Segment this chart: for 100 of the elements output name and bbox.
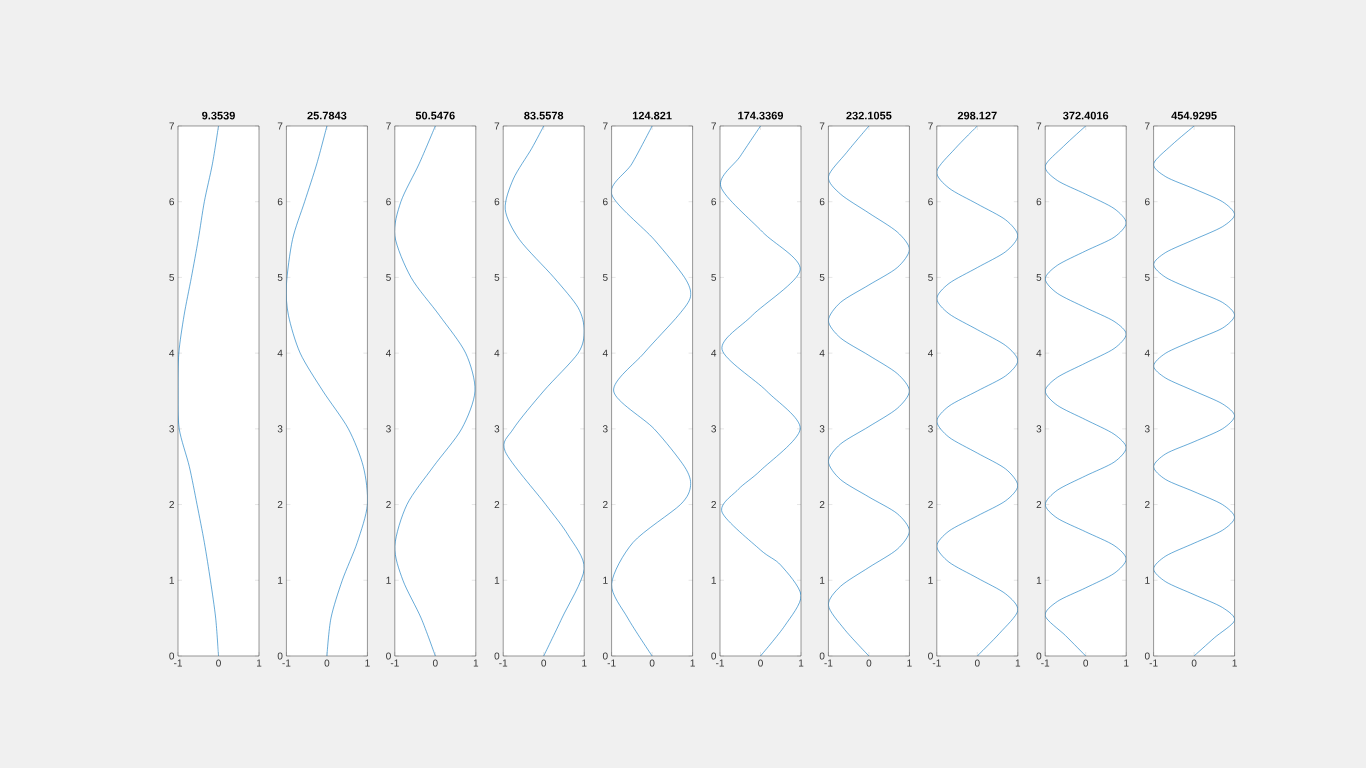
line-series: [394, 125, 476, 656]
y-tick-label: 1: [278, 576, 283, 584]
x-tick-label: 1: [690, 659, 695, 667]
line-series: [503, 125, 585, 656]
y-tick-label: 4: [711, 349, 717, 357]
y-tick-label: 7: [819, 122, 825, 130]
y-tick-label: 4: [277, 349, 283, 357]
chart-title: 50.5476: [415, 111, 455, 120]
y-tick-label: 0: [819, 652, 825, 660]
chart-title: 372.4016: [1063, 111, 1109, 120]
y-tick-label: 6: [1036, 198, 1042, 206]
y-tick-label: 3: [1144, 425, 1150, 433]
x-tick-label: 1: [907, 659, 912, 667]
y-tick-label: 3: [819, 425, 825, 433]
y-tick-label: 3: [928, 425, 933, 433]
y-tick-label: 2: [928, 501, 933, 509]
x-tick-label: -1: [174, 659, 182, 667]
line-series: [720, 125, 801, 656]
x-tick-label: 0: [866, 659, 872, 667]
y-tick-label: 7: [1036, 122, 1042, 130]
x-tick-label: 0: [1083, 659, 1089, 667]
y-tick-label: 3: [602, 425, 608, 433]
y-tick-label: 7: [169, 122, 174, 130]
line-series: [828, 125, 910, 656]
x-tick-label: 0: [974, 659, 980, 667]
y-tick-label: 0: [711, 652, 717, 660]
y-tick-label: 5: [928, 273, 933, 281]
x-tick-label: 1: [1124, 659, 1129, 667]
y-tick-label: 5: [819, 273, 825, 281]
y-tick-label: 4: [385, 349, 391, 357]
line-series: [611, 125, 691, 656]
y-tick-label: 0: [1036, 652, 1042, 660]
x-tick-label: -1: [499, 659, 508, 667]
y-tick-label: 1: [1036, 576, 1042, 584]
chart-title: 232.1055: [846, 111, 892, 120]
y-tick-label: 2: [819, 501, 825, 509]
y-tick-label: 7: [386, 122, 391, 130]
y-tick-label: 6: [603, 198, 608, 206]
chart-title: 83.5578: [524, 111, 564, 120]
y-tick-label: 5: [1036, 273, 1042, 281]
y-tick-label: 6: [819, 198, 825, 206]
x-tick-label: 1: [798, 659, 804, 667]
y-tick-label: 5: [386, 273, 391, 281]
y-tick-label: 1: [169, 576, 174, 584]
y-tick-label: 1: [494, 576, 500, 584]
x-tick-label: 1: [582, 659, 587, 667]
y-tick-label: 3: [494, 425, 500, 433]
chart-title: 454.9295: [1171, 111, 1217, 120]
chart-title: 25.7843: [307, 111, 347, 120]
x-tick-label: 0: [758, 659, 763, 667]
y-tick-label: 1: [711, 576, 716, 584]
y-tick-label: 5: [711, 273, 717, 281]
y-tick-label: 7: [277, 122, 283, 130]
y-tick-label: 0: [169, 652, 175, 660]
x-tick-label: 1: [1015, 659, 1021, 667]
y-tick-label: 2: [1036, 501, 1042, 509]
x-tick-label: -1: [1149, 659, 1158, 667]
line-series: [286, 125, 368, 656]
y-tick-label: 5: [277, 273, 283, 281]
x-tick-label: -1: [932, 659, 941, 667]
line-series: [1153, 125, 1235, 656]
y-tick-label: 2: [386, 501, 391, 509]
y-tick-label: 0: [277, 652, 283, 660]
y-tick-label: 5: [494, 273, 500, 281]
chart-title: 298.127: [957, 111, 997, 120]
y-tick-label: 1: [603, 576, 608, 584]
y-tick-label: 3: [169, 425, 175, 433]
y-tick-label: 4: [819, 349, 825, 357]
y-tick-label: 1: [1145, 576, 1150, 584]
y-tick-label: 6: [1145, 198, 1150, 206]
y-tick-label: 6: [928, 198, 933, 206]
y-tick-label: 0: [602, 652, 608, 660]
x-tick-label: 0: [1191, 659, 1197, 667]
y-tick-label: 0: [494, 652, 500, 660]
y-tick-label: 2: [603, 501, 608, 509]
y-tick-label: 0: [386, 652, 391, 660]
y-tick-label: 7: [711, 122, 716, 130]
y-tick-label: 4: [494, 349, 500, 357]
y-tick-label: 5: [1144, 273, 1150, 281]
y-tick-label: 2: [277, 501, 283, 509]
x-tick-label: 1: [473, 659, 479, 667]
x-tick-label: -1: [390, 659, 399, 667]
y-tick-label: 6: [277, 198, 283, 206]
y-tick-label: 6: [169, 198, 175, 206]
y-tick-label: 4: [1144, 349, 1150, 357]
y-tick-label: 2: [711, 501, 716, 509]
x-tick-label: -1: [824, 659, 833, 667]
y-tick-label: 3: [386, 425, 391, 433]
y-tick-label: 5: [169, 273, 175, 281]
y-tick-label: 2: [1145, 501, 1150, 509]
chart-title: 174.3369: [738, 111, 784, 120]
y-tick-label: 6: [386, 198, 391, 206]
y-tick-label: 0: [928, 652, 933, 660]
y-tick-label: 3: [711, 425, 717, 433]
chart-title: 9.3539: [202, 111, 235, 120]
y-tick-label: 4: [169, 349, 175, 357]
x-tick-label: 1: [257, 659, 262, 667]
x-tick-label: 0: [216, 659, 221, 667]
y-tick-label: 4: [927, 349, 933, 357]
y-tick-label: 2: [169, 501, 174, 509]
